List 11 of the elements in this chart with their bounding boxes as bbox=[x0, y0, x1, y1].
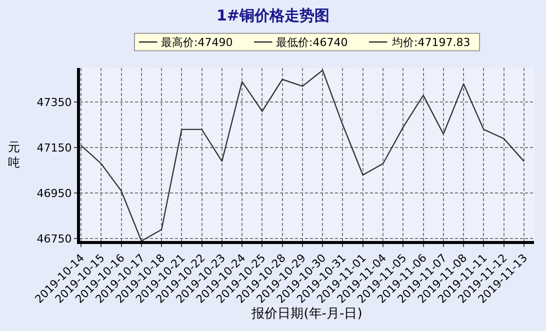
y-axis-title: 元吨 bbox=[8, 140, 20, 170]
line-series bbox=[80, 70, 525, 241]
y-tick-label: 46950 bbox=[36, 187, 72, 200]
y-tick-label: 47150 bbox=[36, 142, 72, 155]
text: 最高价:47490 bbox=[161, 36, 233, 49]
y-tick-label: 46750 bbox=[36, 232, 72, 246]
x-axis-title: 报价日期(年-月-日) bbox=[250, 306, 362, 322]
text: 最低价:46740 bbox=[276, 36, 348, 49]
y-tick-label: 47350 bbox=[36, 96, 72, 109]
chart-title: 1#铜价格走势图 bbox=[216, 6, 330, 24]
text: 均价:47197.83 bbox=[391, 36, 470, 49]
